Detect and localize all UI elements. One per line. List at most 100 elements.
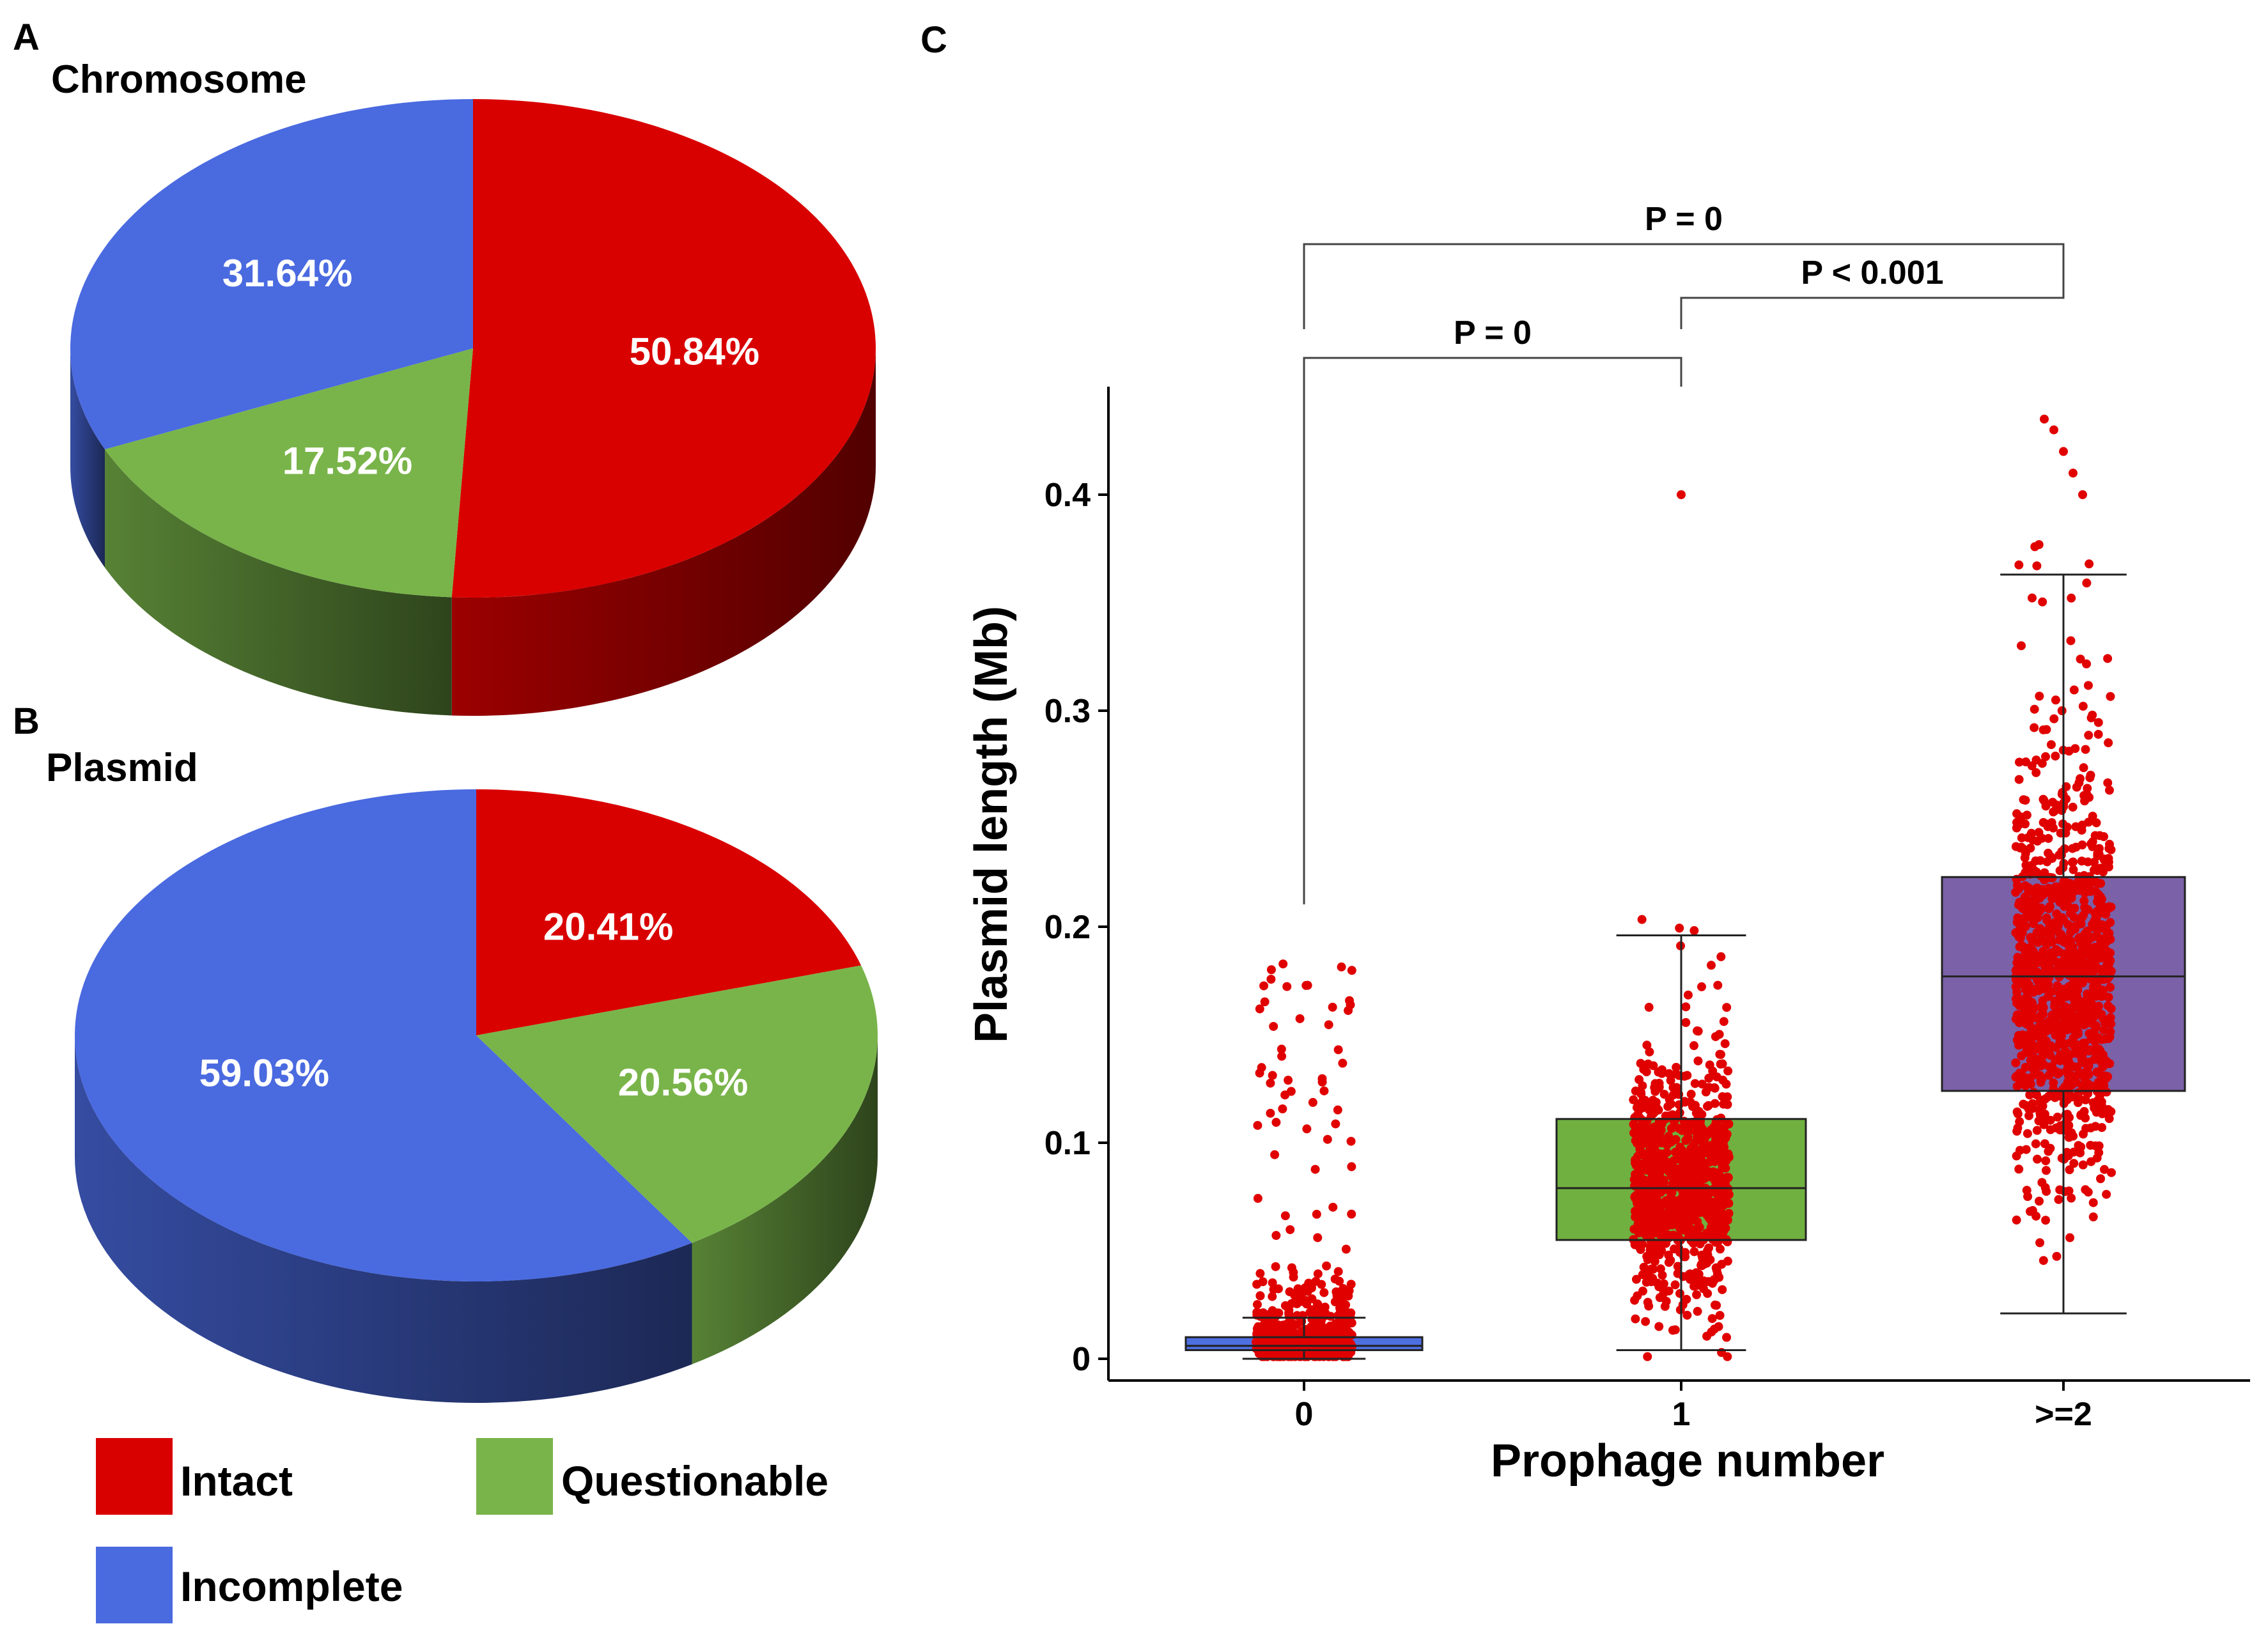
data-point <box>2057 1011 2067 1021</box>
data-point <box>2057 706 2067 715</box>
data-point <box>2079 1038 2089 1048</box>
data-point <box>2041 1156 2051 1166</box>
data-point <box>1255 1269 1265 1278</box>
data-point <box>2059 447 2068 456</box>
data-point <box>1721 1079 1731 1089</box>
data-point <box>2047 894 2057 904</box>
data-point <box>1347 966 1356 975</box>
data-point <box>2041 1216 2051 1225</box>
data-point <box>2105 1032 2115 1042</box>
data-point <box>1692 1290 1702 1299</box>
data-point <box>1332 1291 1342 1301</box>
data-point <box>1301 1326 1310 1335</box>
data-point <box>1307 1315 1317 1324</box>
data-point <box>2083 784 2092 793</box>
data-point <box>1657 1065 1666 1074</box>
data-point <box>2031 1139 2040 1149</box>
data-point <box>1638 1120 1648 1130</box>
data-point <box>2014 1164 2024 1174</box>
data-point <box>1704 1073 1714 1083</box>
data-point <box>2069 957 2079 966</box>
data-point <box>1705 1213 1714 1223</box>
y-tick-label: 0.4 <box>1045 477 1091 514</box>
data-point <box>2011 982 2021 991</box>
data-point <box>2028 1206 2037 1216</box>
data-point <box>2072 782 2081 792</box>
data-point <box>1720 1197 1729 1207</box>
data-point <box>2104 929 2114 938</box>
data-point <box>1631 1191 1640 1200</box>
data-point <box>1649 1175 1659 1185</box>
data-point <box>2069 1147 2079 1157</box>
legend-swatch-questionable <box>476 1438 553 1515</box>
pie-label-intact: 50.84% <box>630 330 760 373</box>
data-point <box>2099 832 2109 842</box>
data-point <box>1670 1280 1680 1290</box>
data-point <box>1659 1090 1669 1099</box>
data-point <box>2017 1070 2027 1079</box>
data-point <box>1321 1308 1330 1318</box>
data-point <box>2041 1166 2051 1175</box>
data-point <box>1689 1225 1699 1235</box>
data-point <box>2014 560 2024 569</box>
data-point <box>2079 763 2088 773</box>
data-point <box>2067 858 2077 867</box>
boxplot-chart: 0 0.1 0.2 0.3 0.4 0 1 >=2 P = 0 P < 0.001 P = 0 <box>1045 201 2250 1433</box>
data-point <box>2035 1104 2045 1113</box>
data-point <box>2051 695 2060 705</box>
data-point <box>1674 1100 1684 1110</box>
data-point <box>1629 1095 1638 1104</box>
data-point <box>2094 906 2104 916</box>
data-point <box>2094 844 2104 853</box>
data-point <box>1643 1297 1652 1307</box>
data-point <box>2064 1058 2074 1067</box>
data-point <box>2037 1095 2046 1105</box>
data-point <box>1698 1259 1708 1269</box>
data-point <box>2022 810 2031 820</box>
data-point <box>2060 902 2069 911</box>
data-point <box>1331 1119 1340 1129</box>
data-point <box>2026 1073 2035 1083</box>
data-point <box>1647 1127 1656 1136</box>
data-point <box>1295 1014 1305 1023</box>
data-point <box>1678 1158 1688 1168</box>
data-point <box>1707 1314 1717 1324</box>
data-point <box>1640 1175 1649 1185</box>
data-point <box>2080 929 2090 939</box>
data-point <box>2037 1053 2047 1062</box>
data-point <box>2066 636 2076 646</box>
data-point <box>1635 1168 1645 1177</box>
data-point <box>1688 1151 1697 1161</box>
data-point <box>1723 1216 1732 1225</box>
data-point <box>2089 865 2099 875</box>
data-point <box>1629 1225 1639 1234</box>
data-point <box>1718 1285 1727 1294</box>
data-point <box>2012 958 2022 968</box>
data-point <box>1666 1124 1676 1133</box>
panel-label-a: A <box>13 17 40 58</box>
x-tick-label: 0 <box>1295 1396 1314 1433</box>
data-point <box>1631 1274 1641 1284</box>
data-point <box>1330 1274 1340 1284</box>
data-point <box>2021 1062 2030 1072</box>
data-point <box>2017 833 2026 842</box>
data-point <box>1668 1083 1678 1092</box>
data-point <box>1712 1199 1721 1209</box>
legend-label-intact: Intact <box>180 1457 293 1505</box>
pie-title-plasmid: Plasmid <box>46 746 198 790</box>
y-tick-label: 0 <box>1072 1341 1091 1378</box>
data-point <box>2047 818 2056 828</box>
data-point <box>2086 886 2095 896</box>
data-point <box>2034 986 2044 995</box>
data-point <box>2049 1017 2059 1027</box>
data-point <box>2012 1126 2022 1136</box>
pie-label-intact: 20.41% <box>543 905 674 948</box>
data-point <box>1332 1319 1342 1328</box>
data-point <box>1255 1068 1264 1078</box>
data-point <box>2060 844 2070 854</box>
data-point <box>1675 924 1684 933</box>
data-point <box>1668 1177 1678 1187</box>
data-point <box>1724 1209 1734 1218</box>
data-point <box>1706 1223 1716 1232</box>
